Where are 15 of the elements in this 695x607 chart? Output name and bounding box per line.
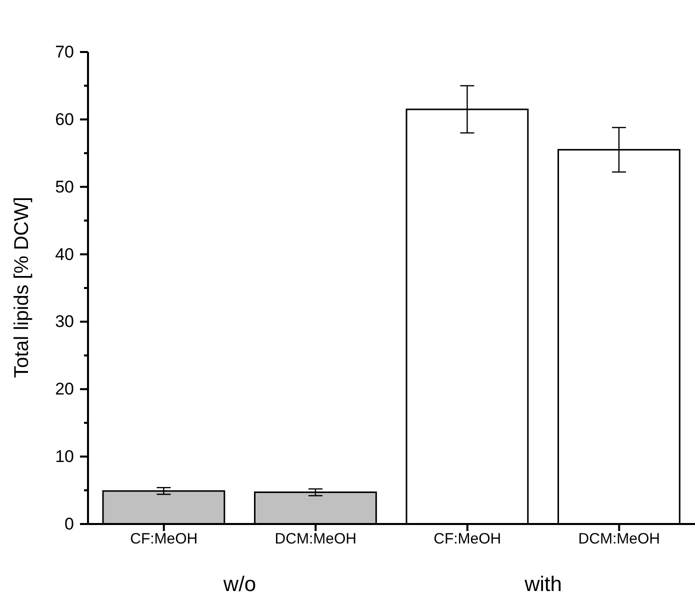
text: w/o xyxy=(222,573,258,597)
y-tick-label: 20 xyxy=(55,380,74,399)
y-tick-label: 70 xyxy=(55,42,74,62)
x-tick-label: CF:MeOH xyxy=(434,530,502,548)
text: with xyxy=(524,573,563,597)
y-tick-label: 60 xyxy=(55,110,74,129)
y-tick-label: 30 xyxy=(55,312,74,332)
y-axis-title: Total lipids [% DCW] xyxy=(11,196,34,378)
x-tick-label: DCM:MeOH xyxy=(274,530,356,548)
x-tick-label: CF:MeOH xyxy=(130,530,198,548)
y-tick-label: 10 xyxy=(55,447,74,466)
y-tick-label: 0 xyxy=(64,514,74,534)
x-tick-label: DCM:MeOH xyxy=(578,530,660,548)
y-tick-label: 50 xyxy=(55,177,74,196)
y-tick-label: 40 xyxy=(55,244,74,264)
